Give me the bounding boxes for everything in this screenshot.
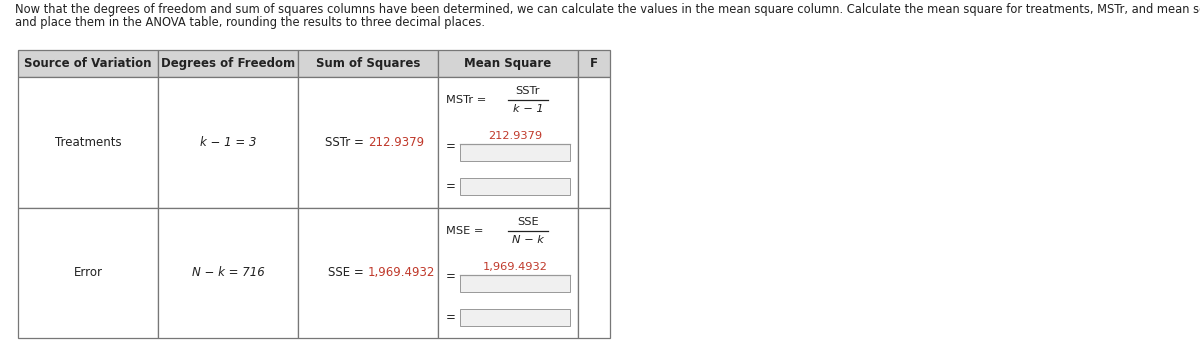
Text: 1,969.4932: 1,969.4932 <box>482 262 547 272</box>
Text: Treatments: Treatments <box>55 136 121 149</box>
Text: 1,969.4932: 1,969.4932 <box>368 266 436 279</box>
Text: k − 1 = 3: k − 1 = 3 <box>199 136 257 149</box>
Bar <box>158 50 298 77</box>
Bar <box>578 207 610 338</box>
Text: 212.9379: 212.9379 <box>368 136 424 149</box>
Text: N − k = 716: N − k = 716 <box>192 266 264 279</box>
Text: k − 1: k − 1 <box>512 104 544 114</box>
Text: =: = <box>446 311 456 324</box>
Bar <box>438 207 578 338</box>
Text: Degrees of Freedom: Degrees of Freedom <box>161 57 295 70</box>
Bar <box>578 50 610 77</box>
Text: N − k: N − k <box>512 235 544 245</box>
Bar <box>158 207 298 338</box>
Bar <box>460 275 570 292</box>
Bar <box>460 309 570 326</box>
Text: Mean Square: Mean Square <box>464 57 552 70</box>
Text: Error: Error <box>73 266 102 279</box>
Bar <box>158 77 298 207</box>
Bar <box>460 144 570 161</box>
Bar <box>298 50 438 77</box>
Text: SSE =: SSE = <box>329 266 368 279</box>
Bar <box>298 77 438 207</box>
Text: =: = <box>446 270 456 283</box>
Bar <box>18 77 158 207</box>
Bar <box>438 77 578 207</box>
Text: Sum of Squares: Sum of Squares <box>316 57 420 70</box>
Text: 212.9379: 212.9379 <box>488 131 542 141</box>
Bar <box>18 50 158 77</box>
Text: Source of Variation: Source of Variation <box>24 57 151 70</box>
Text: =: = <box>446 140 456 153</box>
Text: MSTr =: MSTr = <box>446 95 486 105</box>
Text: F: F <box>590 57 598 70</box>
Text: and place them in the ANOVA table, rounding the results to three decimal places.: and place them in the ANOVA table, round… <box>14 16 485 29</box>
Bar <box>298 207 438 338</box>
Text: =: = <box>446 180 456 193</box>
Text: SSTr =: SSTr = <box>325 136 368 149</box>
Text: SSTr: SSTr <box>516 87 540 96</box>
Text: SSE: SSE <box>517 217 539 227</box>
Bar <box>578 77 610 207</box>
Text: Now that the degrees of freedom and sum of squares columns have been determined,: Now that the degrees of freedom and sum … <box>14 3 1200 16</box>
Bar <box>460 178 570 195</box>
Bar <box>438 50 578 77</box>
Text: MSE =: MSE = <box>446 226 484 236</box>
Bar <box>18 207 158 338</box>
